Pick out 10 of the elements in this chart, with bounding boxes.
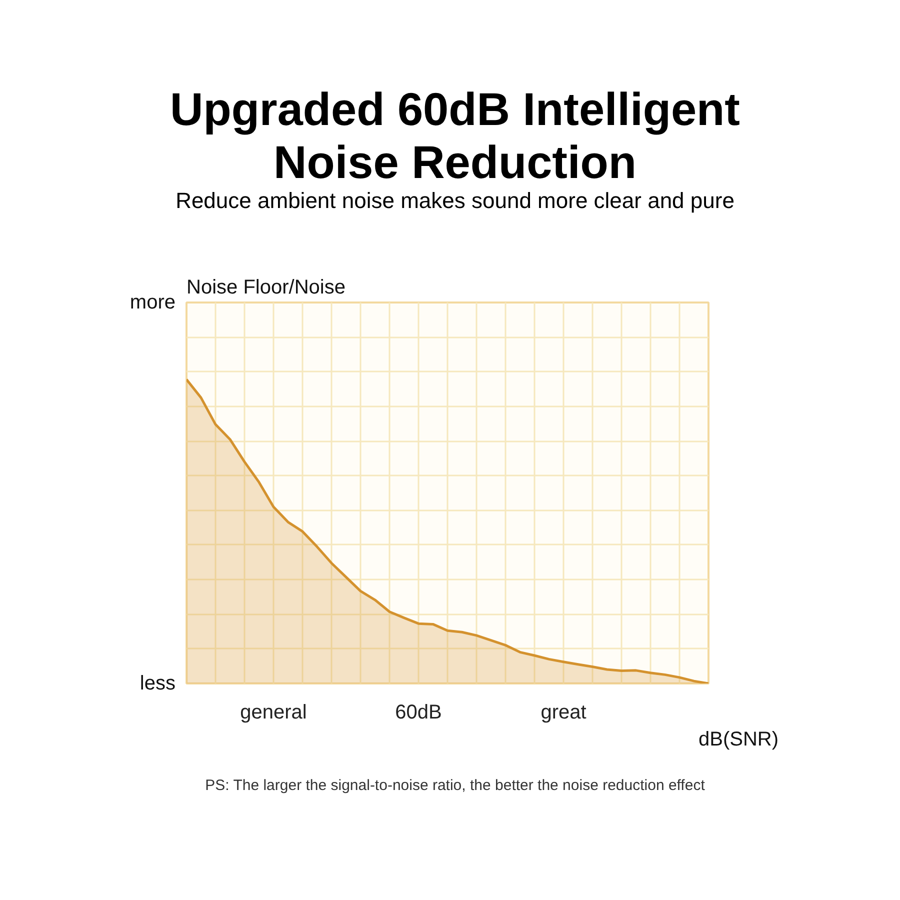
x-tick-label: 60dB	[395, 702, 442, 724]
text: PS: The larger the signal-to-noise ratio, the better the noise reduction effect	[205, 776, 705, 796]
text: more	[130, 292, 176, 314]
text: less	[140, 672, 176, 694]
chart-title: Upgraded 60dB Intelligent Noise Reduction	[169, 83, 741, 189]
chart-subtitle: Reduce ambient noise makes sound more clear and pure	[176, 188, 734, 213]
y-axis-title: Noise Floor/Noise	[186, 276, 346, 298]
x-tick-label: general	[240, 702, 307, 724]
x-tick-label: great	[540, 702, 587, 724]
x-axis-title: dB(SNR)	[698, 728, 779, 750]
